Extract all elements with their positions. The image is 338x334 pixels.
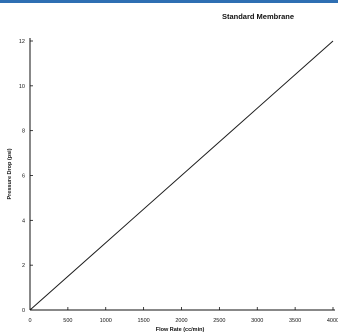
chart-title: Standard Membrane (222, 12, 294, 21)
x-tick-label: 2000 (175, 318, 187, 324)
x-tick-label: 500 (63, 318, 72, 324)
y-tick-label: 8 (22, 129, 25, 135)
x-tick-label: 0 (28, 318, 31, 324)
axes-group: 0 2 4 6 8 10 12 0 500 1000 1500 2000 2500 3000 3500 400… (19, 38, 338, 324)
top-rule (0, 0, 338, 3)
x-tick-label: 2500 (213, 318, 225, 324)
x-tick-label: 1000 (100, 318, 112, 324)
x-tick-label: 1500 (138, 318, 150, 324)
x-axis-label: Flow Rate (cc/min) (156, 327, 205, 333)
y-tick-label: 0 (22, 308, 25, 314)
x-tick-label: 4000 (327, 318, 338, 324)
y-tick-label: 2 (22, 263, 25, 269)
series-group (29, 40, 334, 311)
x-tick-label: 3000 (251, 318, 263, 324)
y-axis-label: Pressure Drop (psi) (7, 148, 13, 199)
y-tick-label: 6 (22, 174, 25, 180)
series-line (29, 40, 334, 311)
y-tick-label: 10 (19, 84, 25, 90)
y-tick-label: 12 (19, 39, 25, 45)
y-tick-label: 4 (22, 218, 25, 224)
x-tick-label: 3500 (289, 318, 301, 324)
